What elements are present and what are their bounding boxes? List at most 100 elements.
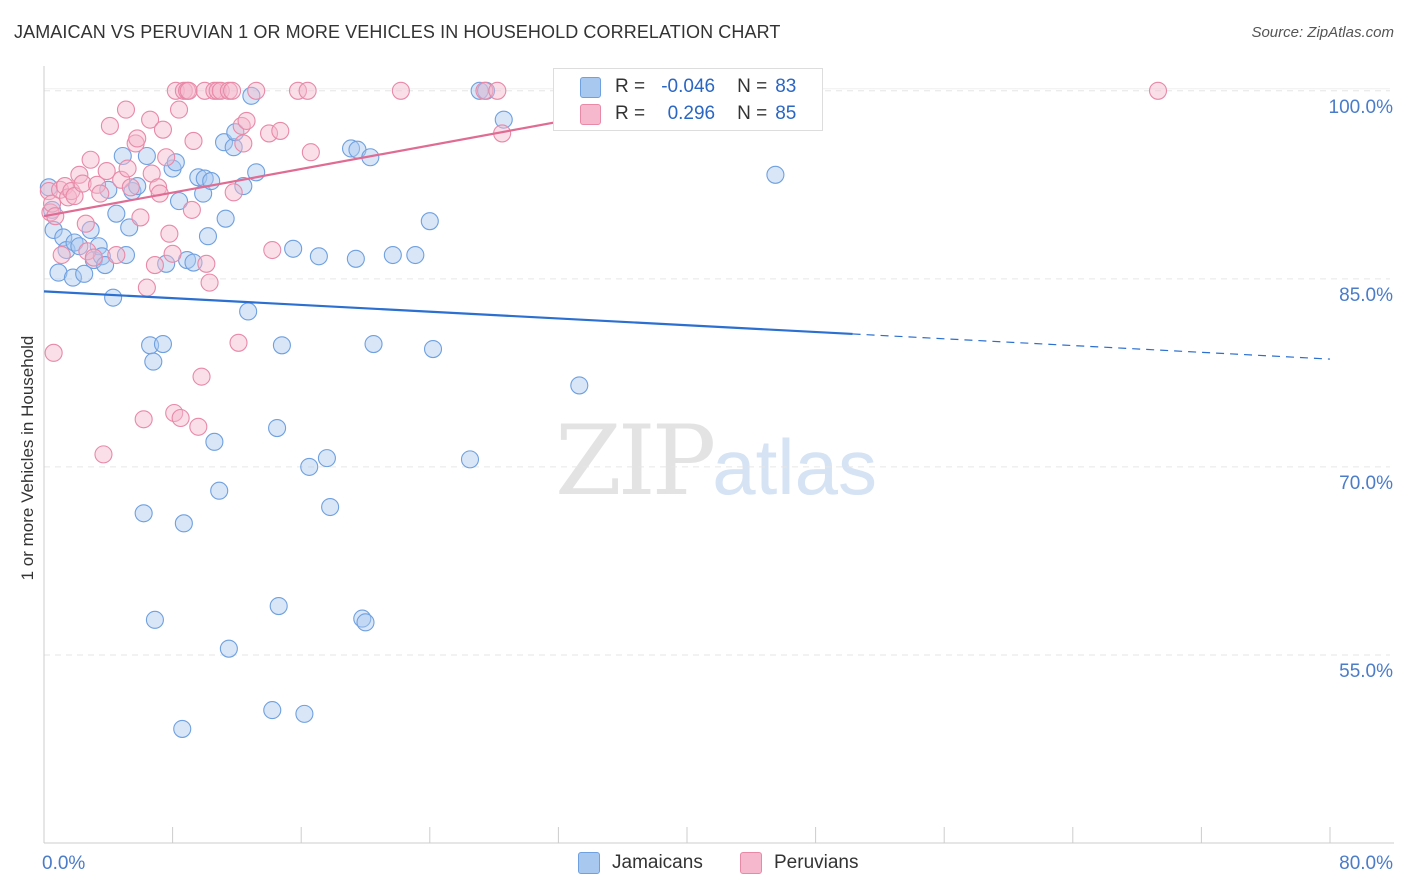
peruvians-point	[288, 81, 308, 100]
peruvians-point	[192, 367, 211, 386]
jamaicans-point	[239, 302, 258, 321]
jamaicans-point	[169, 192, 189, 211]
n-label: N =	[737, 103, 768, 124]
peruvians-point	[179, 81, 198, 100]
jamaicans-point	[321, 497, 340, 517]
peruvians-point	[391, 81, 410, 100]
peruvians-point	[121, 178, 140, 197]
jamaicans-legend-label: Jamaicans	[612, 852, 703, 873]
jamaicans-point	[272, 336, 291, 355]
legend-item-jamaicans[interactable]: Jamaicans	[578, 852, 703, 874]
peruvians-point	[169, 100, 189, 119]
peruvians-point	[107, 245, 126, 265]
peruvians-point	[184, 131, 203, 151]
legend-row-jamaicans: R = -0.046 N = 83	[580, 74, 796, 100]
peruvians-point	[141, 110, 160, 129]
jamaicans-n-value: 83	[775, 76, 797, 97]
jamaicans-point	[570, 376, 589, 395]
r-label: R =	[615, 103, 646, 124]
peruvians-point	[118, 159, 137, 178]
peruvians-point	[131, 208, 150, 227]
jamaicans-legend-swatch	[578, 852, 600, 874]
jamaicans-point	[144, 352, 163, 371]
peruvians-point	[224, 183, 243, 202]
peruvians-swatch	[580, 103, 601, 125]
peruvians-point	[52, 245, 71, 265]
legend-item-peruvians[interactable]: Peruvians	[740, 852, 859, 874]
legend-row-peruvians: R = 0.296 N = 85	[580, 101, 796, 127]
jamaicans-point	[173, 719, 192, 738]
jamaicans-trend-line	[43, 290, 853, 336]
peruvians-point	[153, 120, 173, 139]
peruvians-point	[234, 134, 253, 153]
peruvians-point	[263, 240, 282, 260]
peruvians-point	[195, 81, 214, 100]
x-tick-label: 80.0%	[1339, 853, 1393, 874]
jamaicans-point	[216, 209, 235, 228]
peruvians-point	[163, 244, 182, 263]
peruvians-point	[488, 81, 507, 100]
peruvians-point	[271, 121, 290, 140]
peruvians-point	[73, 174, 92, 193]
jamaicans-point	[242, 86, 261, 105]
jamaicans-point	[134, 504, 153, 523]
source-label: Source: ZipAtlas.com	[1251, 24, 1394, 41]
jamaicans-point	[346, 249, 365, 268]
jamaicans-swatch	[580, 76, 601, 98]
peruvians-point	[237, 111, 256, 130]
correlation-legend: R = -0.046 N = 83 R = 0.296 N = 85	[553, 68, 823, 131]
jamaicans-point	[420, 212, 439, 231]
jamaicans-point	[116, 245, 136, 265]
peruvians-point	[229, 333, 248, 352]
jamaicans-point	[153, 334, 173, 354]
jamaicans-point	[63, 268, 82, 287]
jamaicans-point	[137, 146, 156, 166]
jamaicans-r-value: -0.046	[661, 76, 716, 97]
y-tick-label: 70.0%	[1339, 473, 1393, 494]
peruvians-point	[137, 278, 156, 297]
tick-labels: 100.0% 85.0% 70.0% 55.0% 0.0% 80.0%	[42, 97, 1393, 874]
peruvians-point	[247, 81, 266, 100]
jamaicans-point	[145, 610, 164, 629]
peruvians-point	[171, 408, 190, 428]
jamaicans-point	[269, 597, 288, 616]
peruvians-point	[160, 224, 179, 243]
peruvians-point	[100, 116, 119, 135]
peruvians-r-value: 0.296	[667, 103, 716, 124]
n-label: N =	[737, 76, 768, 97]
jamaicans-point	[300, 457, 319, 476]
peruvians-point	[112, 170, 131, 189]
y-tick-label: 85.0%	[1339, 285, 1393, 306]
jamaicans-point	[234, 177, 253, 196]
jamaicans-point	[104, 288, 123, 307]
jamaicans-point	[75, 264, 94, 283]
jamaicans-point	[406, 245, 425, 265]
jamaicans-point	[198, 227, 218, 246]
data-points	[39, 81, 1168, 738]
jamaicans-point	[128, 177, 147, 196]
peruvians-legend-swatch	[740, 852, 762, 874]
jamaicans-point	[81, 220, 100, 240]
jamaicans-point	[49, 263, 68, 282]
jamaicans-point	[364, 334, 383, 354]
jamaicans-point	[460, 450, 480, 469]
peruvians-point	[182, 200, 201, 219]
jamaicans-point	[214, 133, 234, 152]
jamaicans-trend-extension	[852, 333, 1331, 360]
peruvians-point	[298, 81, 317, 100]
jamaicans-point	[205, 432, 224, 451]
x-tick-label: 0.0%	[42, 853, 85, 874]
peruvians-point	[475, 81, 494, 100]
jamaicans-point	[356, 613, 375, 632]
y-axis-label: 1 or more Vehicles in Household	[18, 335, 37, 581]
jamaicans-point	[284, 239, 303, 258]
peruvians-point	[116, 100, 136, 119]
jamaicans-point	[383, 245, 402, 265]
jamaicans-point	[341, 139, 361, 158]
peruvians-point	[94, 445, 113, 464]
peruvians-point	[200, 273, 219, 292]
series-legend: Jamaicans Peruvians	[0, 852, 1406, 876]
peruvians-point	[134, 410, 153, 429]
peruvians-point	[301, 143, 320, 162]
